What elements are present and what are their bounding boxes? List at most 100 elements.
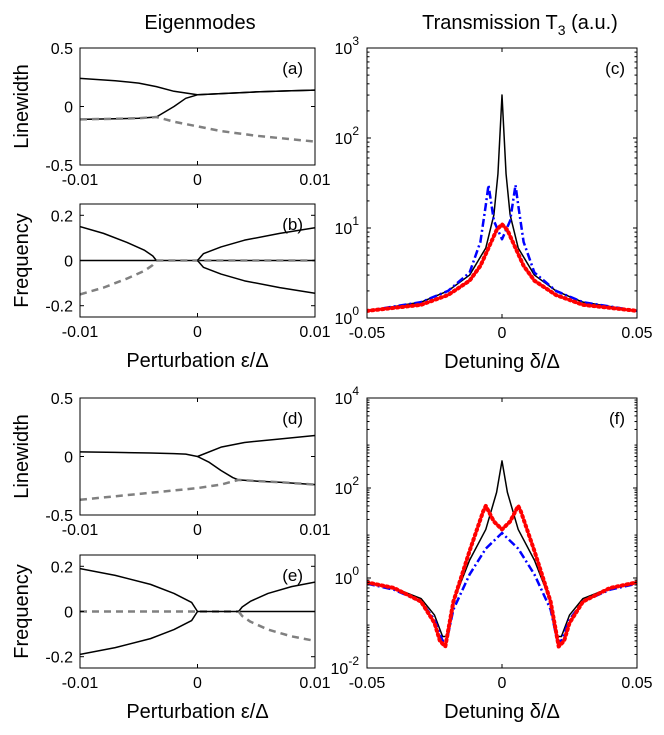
y-tick-base: 10 [335, 41, 353, 58]
panel-label: (d) [282, 409, 303, 428]
x-tick-label: -0.01 [62, 522, 99, 539]
series-line-solid [80, 611, 199, 656]
y-tick-label: 102 [335, 474, 360, 498]
x-tick-label: 0.05 [621, 675, 652, 692]
panels: -0.01 0 0.01 -0.5 0 0.5 (a) Linewidth -0.01 0 0.01… [11, 34, 653, 723]
y-tick-exponent: 3 [352, 34, 359, 48]
x-tick-label: 0.05 [621, 325, 652, 342]
y-tick-base: 10 [335, 571, 353, 588]
y-tick-exponent: 2 [352, 474, 359, 488]
series-group [80, 225, 315, 296]
series-line-dashed [80, 478, 315, 502]
x-tick-label: 0 [193, 172, 202, 189]
right-title-unit: (a.u.) [566, 12, 618, 34]
y-tick-label: 102 [335, 124, 360, 148]
series-line-solid [80, 225, 157, 261]
y-tick-label: 0.2 [51, 208, 73, 225]
y-tick-exponent: -2 [348, 654, 359, 668]
x-tick-label: -0.05 [349, 675, 386, 692]
y-tick-base: 10 [335, 131, 353, 148]
x-tick-label: 0 [193, 522, 202, 539]
series-line-dashdot [367, 531, 637, 643]
y-tick-label: 0.5 [51, 41, 73, 58]
x-axis-label: Perturbation ε/Δ [126, 350, 268, 372]
y-tick-exponent: 1 [352, 214, 359, 228]
series-line-solid [196, 260, 315, 295]
y-axis-label: Linewidth [11, 64, 33, 149]
y-tick-exponent: 0 [352, 564, 359, 578]
series-group [80, 77, 315, 143]
panel-b: -0.01 0 0.01 -0.2 0 0.2 (b) Frequency Perturbati… [11, 203, 331, 372]
y-tick-label: -0.2 [45, 650, 73, 667]
series-line-solid [238, 581, 315, 612]
panel-label: (c) [605, 59, 625, 78]
y-tick-label: 100 [335, 304, 360, 328]
series-group [367, 460, 637, 649]
y-tick-exponent: 0 [352, 304, 359, 318]
panel-label: (f) [609, 409, 625, 428]
series-line-dashed [80, 115, 315, 143]
series-line-dashed [237, 610, 315, 643]
y-tick-label: 103 [335, 34, 360, 58]
right-column-title: Transmission T3 (a.u.) [422, 12, 618, 38]
panel-e: -0.01 0 0.01 -0.2 0 0.2 (e) Frequency Perturbati… [11, 554, 331, 723]
series-line-solid [80, 434, 315, 458]
y-axis-label: Frequency [11, 213, 33, 308]
y-tick-label: 0.2 [51, 559, 73, 576]
x-tick-label: -0.01 [62, 172, 99, 189]
x-tick-label: -0.05 [349, 325, 386, 342]
panel-label: (a) [282, 59, 303, 78]
series-line-solid [80, 567, 199, 612]
x-tick-label: 0 [193, 675, 202, 692]
plot-area [367, 48, 637, 318]
x-tick-label: 0 [193, 324, 202, 341]
y-tick-base: 10 [335, 391, 353, 408]
series-group [80, 434, 315, 502]
y-tick-label: 100 [335, 564, 360, 588]
x-axis-label: Detuning δ/Δ [444, 351, 560, 373]
panel-label: (b) [282, 215, 303, 234]
x-tick-label: 0.01 [299, 522, 330, 539]
series-group [367, 94, 637, 313]
y-tick-exponent: 4 [352, 384, 359, 398]
y-tick-label: -0.5 [45, 508, 73, 525]
y-tick-label: -0.2 [45, 299, 73, 316]
panel-a: -0.01 0 0.01 -0.5 0 0.5 (a) Linewidth [11, 41, 331, 189]
x-tick-label: 0.01 [299, 324, 330, 341]
y-axis-label: Linewidth [11, 414, 33, 499]
series-line-dashdot [367, 183, 637, 313]
y-axis-label: Frequency [11, 564, 33, 659]
y-tick-label: 0.5 [51, 391, 73, 408]
x-tick-label: 0.01 [299, 172, 330, 189]
series-line-solid [196, 226, 315, 261]
y-tick-label: 101 [335, 214, 360, 238]
left-column-title: Eigenmodes [144, 12, 255, 34]
right-title-main: Transmission T [422, 12, 558, 34]
panel-d: -0.01 0 0.01 -0.5 0 0.5 (d) Linewidth [11, 391, 331, 539]
right-title-subscript: 3 [558, 22, 566, 38]
y-tick-base: 10 [335, 311, 353, 328]
y-tick-base: 10 [331, 661, 349, 678]
y-tick-label: 0 [64, 100, 73, 117]
y-tick-label: -0.5 [45, 158, 73, 175]
series-line-dotted [367, 222, 637, 313]
x-axis-label: Perturbation ε/Δ [126, 701, 268, 723]
series-line-solid [367, 460, 637, 638]
x-tick-label: -0.01 [62, 675, 99, 692]
y-tick-label: 104 [335, 384, 360, 408]
series-line-dotted [367, 503, 637, 649]
panel-label: (e) [282, 566, 303, 585]
x-axis-label: Detuning δ/Δ [444, 701, 560, 723]
y-tick-label: 0 [64, 450, 73, 467]
plot-area [80, 48, 315, 165]
series-group [80, 567, 315, 656]
y-tick-label: 10-2 [331, 654, 360, 678]
x-tick-label: -0.01 [62, 324, 99, 341]
x-tick-label: 0 [498, 325, 507, 342]
y-tick-label: 0 [64, 254, 73, 271]
y-tick-label: 0 [64, 605, 73, 622]
y-tick-base: 10 [335, 481, 353, 498]
